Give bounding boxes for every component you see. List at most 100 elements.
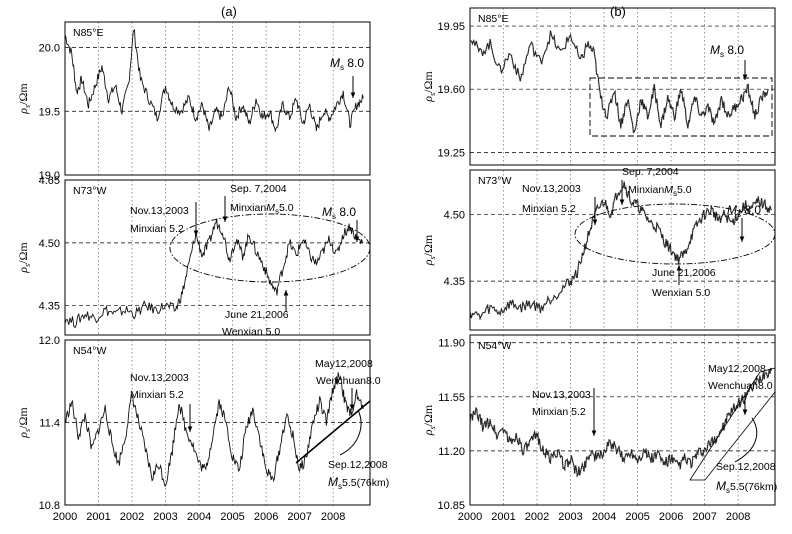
y-tick-label: 12.0 bbox=[39, 335, 60, 347]
y-tick-label: 11.55 bbox=[438, 392, 465, 404]
plot-frame bbox=[64, 21, 371, 176]
y-tick-label: 11.90 bbox=[438, 338, 465, 350]
arrow-head bbox=[739, 236, 745, 242]
annotation-ms: Ms 8.0 bbox=[330, 56, 364, 72]
data-series-points bbox=[469, 367, 773, 478]
y-tick-label: 4.50 bbox=[39, 238, 60, 250]
data-series-line bbox=[64, 218, 364, 329]
x-tick-label: 2003 bbox=[153, 511, 177, 523]
annotation-may: May12,2008 bbox=[315, 358, 373, 370]
annotation-wenchuan: Wenchuan8.0 bbox=[708, 380, 773, 392]
y-tick-label: 19.25 bbox=[437, 147, 465, 159]
y-tick-label: 19.60 bbox=[437, 84, 465, 96]
y-axis-label: ρs/Ωm bbox=[16, 407, 32, 439]
highlight-ellipse bbox=[169, 213, 371, 283]
chart-panel-b-N85E: 19.25 19.60 19.95 N85°E ρs/Ωm Ms 8.0 bbox=[421, 7, 776, 166]
annotation-ms: Ms 8.0 bbox=[727, 203, 761, 219]
y-tick-label: 4.35 bbox=[39, 301, 60, 313]
component-label: N54°W bbox=[478, 340, 511, 352]
x-tick-label: 2001 bbox=[86, 511, 110, 523]
x-tick-label: 2008 bbox=[726, 511, 750, 523]
y-tick-label: 4.65 bbox=[39, 175, 60, 187]
data-series-line bbox=[64, 28, 364, 133]
arrow-head bbox=[193, 230, 199, 236]
arrow-head bbox=[354, 236, 360, 242]
y-tick-label: 11.4 bbox=[39, 418, 60, 430]
arrow-head bbox=[349, 404, 355, 410]
y-axis-label: ρs/Ωm bbox=[16, 242, 32, 274]
arrow-head bbox=[742, 409, 748, 415]
curved-arrow bbox=[339, 409, 362, 456]
arrow-head bbox=[283, 290, 289, 296]
x-tick-label: 2000 bbox=[458, 511, 482, 523]
annotation-sep12: Sep.12,2008 bbox=[716, 461, 776, 473]
data-series-line bbox=[64, 372, 364, 487]
x-tick-label: 2004 bbox=[592, 511, 616, 523]
annotation-nov: Nov.13,2003 bbox=[130, 372, 189, 384]
annotation-sep: Sep. 7,2004 bbox=[230, 183, 287, 195]
y-axis-label: ρs/Ωm bbox=[421, 71, 437, 103]
arrow-head bbox=[676, 265, 682, 271]
y-tick-label: 10.85 bbox=[437, 500, 465, 512]
x-tick-label: 2004 bbox=[187, 511, 211, 523]
trend-line bbox=[295, 400, 371, 464]
x-tick-label: 2007 bbox=[287, 511, 311, 523]
annotation-minxian: Minxian 5.2 bbox=[522, 203, 576, 215]
x-tick-label: 2005 bbox=[220, 511, 244, 523]
y-axis-label: ρs/Ωm bbox=[421, 234, 437, 266]
x-tick-label: 2008 bbox=[321, 511, 345, 523]
arrow-head bbox=[350, 92, 356, 98]
component-label: N73°W bbox=[478, 175, 511, 187]
y-tick-label: 10.8 bbox=[39, 500, 60, 512]
x-tick-label: 2006 bbox=[254, 511, 278, 523]
annotation-ms76: Ms5.5(76km) bbox=[716, 479, 777, 495]
annotation-minxian: Minxian 5.2 bbox=[532, 406, 586, 418]
arrow-head bbox=[187, 426, 193, 432]
highlight-ellipse bbox=[574, 203, 776, 265]
highlight-box bbox=[589, 77, 773, 137]
annotation-wenxian: Wenxian 5.0 bbox=[652, 287, 710, 299]
panel-title-a: (a) bbox=[221, 4, 237, 19]
annotation-minxian: Minxian 5.2 bbox=[130, 389, 184, 401]
annotation-june: June 21,2006 bbox=[652, 267, 716, 279]
annotation-minxianms_prefix: MinxianMs5.0 bbox=[230, 202, 294, 216]
annotation-nov: Nov.13,2003 bbox=[522, 183, 581, 195]
y-tick-label: 4.50 bbox=[444, 209, 465, 221]
arrow-head bbox=[619, 199, 625, 205]
curved-arrow bbox=[734, 417, 758, 463]
x-tick-label: 2005 bbox=[625, 511, 649, 523]
chart-panel-a-N85E: 19.0 19.5 20.0 N85°E ρs/Ωm Ms 8.0 bbox=[16, 21, 371, 182]
x-tick-label: 2000 bbox=[53, 511, 77, 523]
chart-panel-a-N54W: 10.8 11.4 12.0 2000 2001 2002 2003 2004 2005 2006… bbox=[16, 335, 389, 523]
annotation-nov: Nov.13,2003 bbox=[130, 205, 189, 217]
x-tick-label: 2003 bbox=[558, 511, 582, 523]
annotation-sep12: Sep.12,2008 bbox=[328, 459, 388, 471]
y-tick-label: 11.20 bbox=[438, 446, 465, 458]
annotation-minxian: Minxian 5.2 bbox=[130, 223, 184, 235]
component-label: N85°E bbox=[73, 27, 103, 39]
annotation-wenxian: Wenxian 5.0 bbox=[222, 326, 280, 338]
annotation-ms76: Ms5.5(76km) bbox=[328, 475, 389, 491]
annotation-may: May12,2008 bbox=[708, 363, 766, 375]
y-tick-label: 19.0 bbox=[39, 170, 60, 182]
component-label: N73°W bbox=[73, 185, 106, 197]
y-tick-label: 19.95 bbox=[437, 21, 465, 33]
plot-frame bbox=[469, 7, 776, 166]
data-series-points bbox=[469, 30, 770, 135]
y-axis-label: ρs/Ωm bbox=[16, 83, 32, 115]
x-tick-label: 2006 bbox=[659, 511, 683, 523]
x-tick-label: 2007 bbox=[692, 511, 716, 523]
annotation-minxianms_prefix: MinxianMs5.0 bbox=[628, 184, 692, 198]
plot-frame bbox=[64, 179, 371, 336]
plot-frame bbox=[469, 169, 776, 331]
annotation-ms: Ms 8.0 bbox=[322, 205, 356, 221]
chart-panel-b-N54W: 10.85 11.20 11.55 11.90 2000 2001 2002 2003 2004… bbox=[421, 334, 777, 523]
annotation-nov: Nov.13,2003 bbox=[532, 389, 591, 401]
x-tick-label: 2002 bbox=[525, 511, 549, 523]
data-series-points bbox=[469, 181, 773, 321]
arrow-head bbox=[591, 430, 597, 436]
annotation-sep: Sep. 7,2004 bbox=[622, 166, 679, 178]
component-label: N54°W bbox=[73, 345, 106, 357]
annotation-wenchuan: Wenchuan8.0 bbox=[316, 375, 381, 387]
